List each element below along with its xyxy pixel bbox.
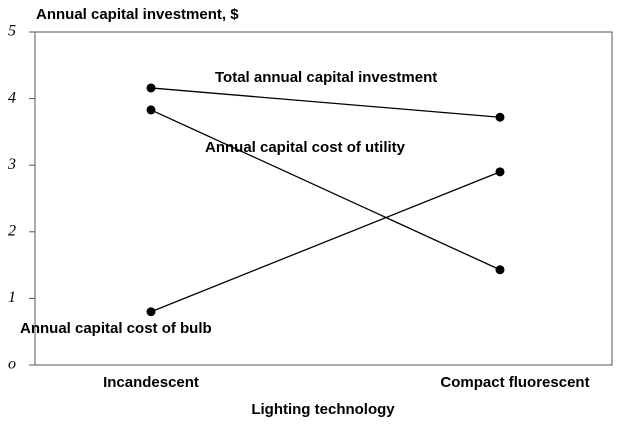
point (146, 307, 156, 317)
line (150, 171, 501, 313)
series-label: Annual capital cost of bulb (20, 320, 212, 337)
x-tick-label: Compact fluorescent (440, 374, 589, 391)
y-tick-label: o (8, 356, 16, 373)
point (146, 83, 156, 93)
y-tick-label: 4 (8, 89, 16, 106)
y-tick-label: 2 (8, 222, 16, 239)
x-axis-label: Lighting technology (251, 401, 395, 418)
point (495, 112, 505, 122)
point (495, 265, 505, 275)
y-tick-label: 3 (7, 156, 16, 173)
point (146, 105, 156, 115)
series-label: Total annual capital investment (215, 69, 437, 86)
x-tick-label: Incandescent (103, 374, 199, 391)
line (150, 109, 501, 271)
series-label: Annual capital cost of utility (205, 139, 406, 156)
line (150, 87, 501, 118)
plot-frame (34, 31, 613, 366)
y-tick-label: 5 (8, 23, 16, 40)
chart-title: Annual capital investment, $ (36, 6, 239, 23)
y-tick-label: 1 (8, 289, 16, 306)
point (495, 167, 505, 177)
